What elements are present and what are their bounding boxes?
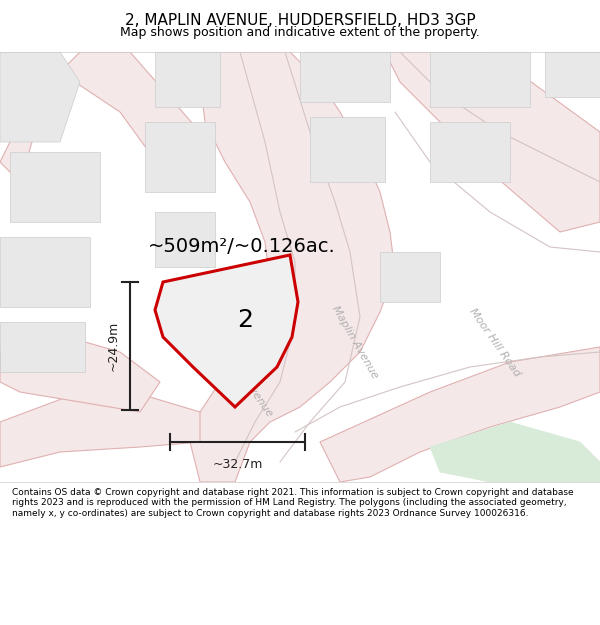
Polygon shape [155, 52, 220, 107]
Text: Contains OS data © Crown copyright and database right 2021. This information is : Contains OS data © Crown copyright and d… [12, 488, 574, 518]
Text: Map shows position and indicative extent of the property.: Map shows position and indicative extent… [120, 26, 480, 39]
Polygon shape [0, 52, 80, 142]
Polygon shape [190, 52, 395, 482]
Polygon shape [155, 255, 298, 407]
Polygon shape [310, 117, 385, 182]
Polygon shape [0, 392, 200, 467]
Polygon shape [380, 52, 600, 232]
Polygon shape [430, 422, 600, 482]
Text: ~32.7m: ~32.7m [212, 458, 263, 471]
Text: Maplin Avenue: Maplin Avenue [219, 346, 275, 419]
Polygon shape [320, 347, 600, 482]
Text: ~509m²/~0.126ac.: ~509m²/~0.126ac. [148, 238, 336, 256]
Polygon shape [0, 52, 210, 182]
Polygon shape [145, 122, 215, 192]
Polygon shape [545, 52, 600, 97]
Polygon shape [430, 122, 510, 182]
Text: 2: 2 [237, 308, 253, 332]
Polygon shape [155, 212, 215, 267]
Text: ~24.9m: ~24.9m [107, 321, 120, 371]
Polygon shape [300, 52, 390, 102]
Polygon shape [380, 252, 440, 302]
Polygon shape [0, 237, 90, 307]
Text: Maplin Avenue: Maplin Avenue [330, 304, 380, 380]
Polygon shape [430, 52, 530, 107]
Polygon shape [10, 152, 100, 222]
Text: 2, MAPLIN AVENUE, HUDDERSFIELD, HD3 3GP: 2, MAPLIN AVENUE, HUDDERSFIELD, HD3 3GP [125, 13, 475, 28]
Polygon shape [0, 322, 85, 372]
Text: Moor Hill Road: Moor Hill Road [467, 306, 523, 378]
Polygon shape [0, 332, 160, 412]
